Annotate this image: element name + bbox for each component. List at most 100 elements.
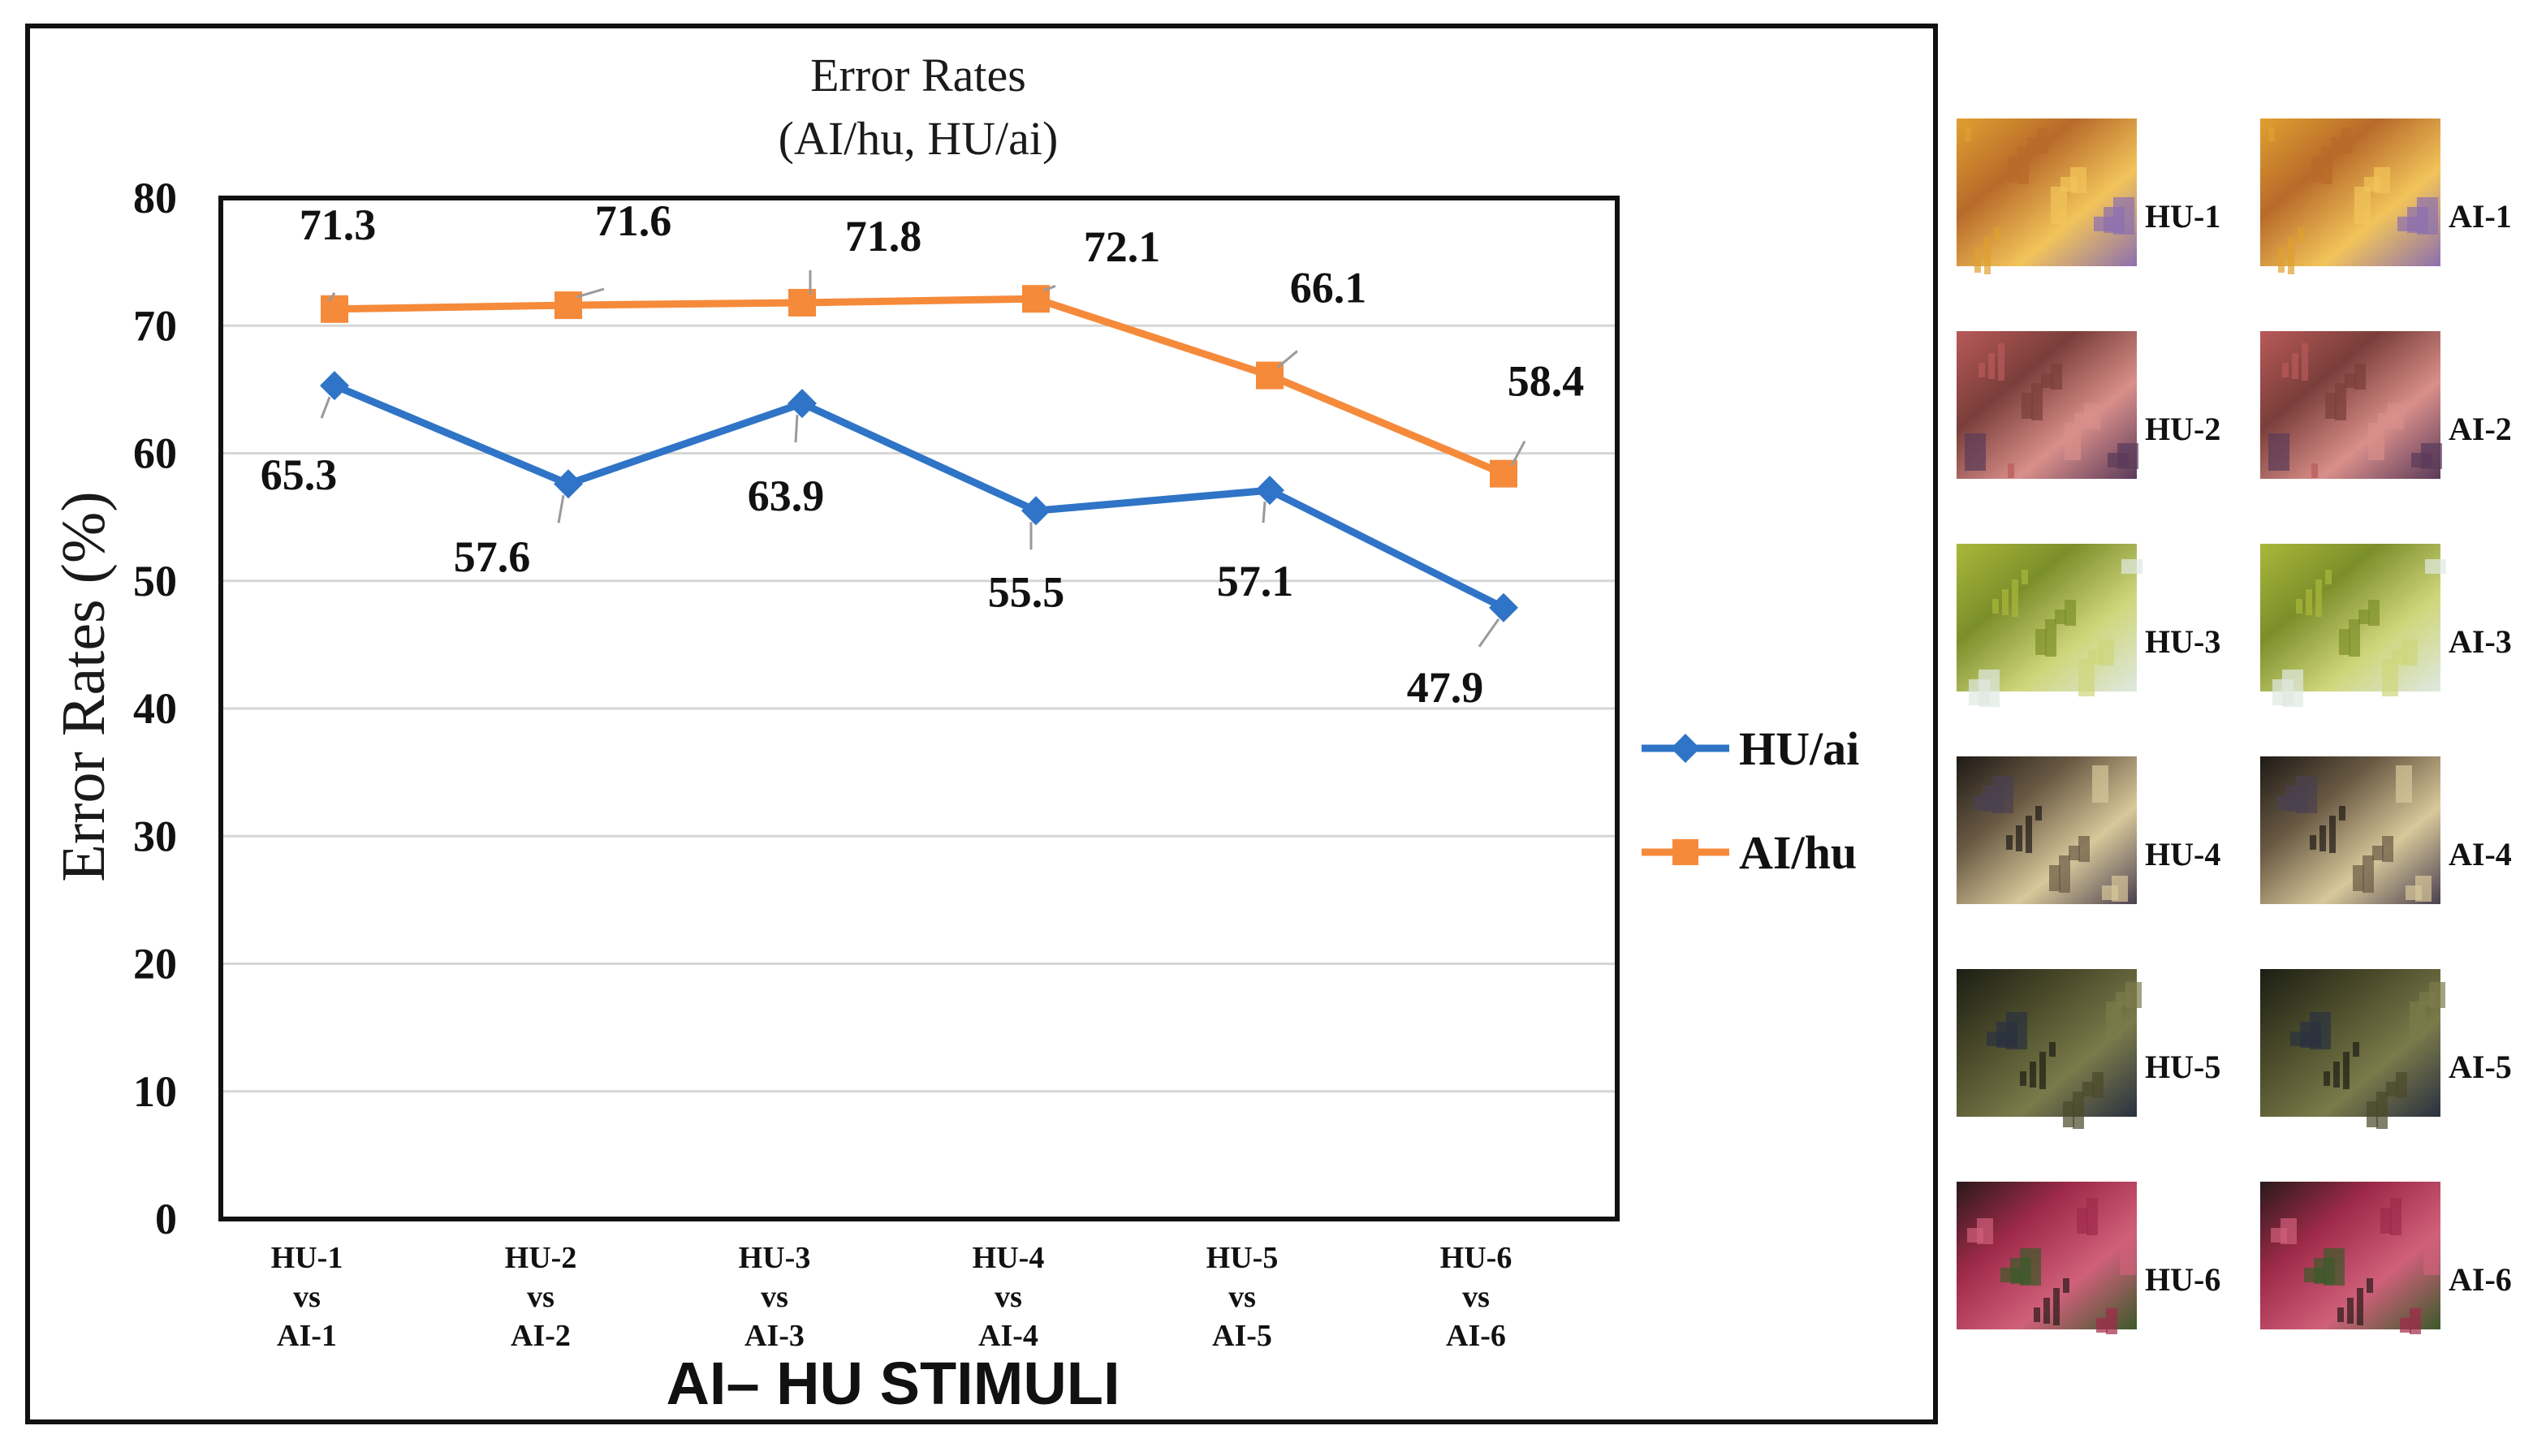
x-tick-line: vs [1228,1280,1256,1314]
brush-stroke [2417,197,2438,235]
legend-label-hu-ai: HU/ai [1739,722,1859,775]
leader-line [320,396,331,419]
brush-stroke [2382,836,2393,862]
brush-stroke [2374,167,2390,193]
y-tick-label: 10 [133,1067,177,1116]
x-tick-line: HU-1 [271,1241,343,1275]
brush-stroke [2357,1288,2363,1325]
thumbnail-ai-5: AI-5 [2260,969,2512,1129]
brush-stroke [2045,619,2056,657]
leader-line [1510,440,1526,467]
brush-stroke [2329,816,2336,853]
brush-stroke [2423,1238,2440,1275]
brush-stroke [2353,865,2364,891]
brush-stroke [1977,1218,1993,1244]
data-label: 57.6 [454,532,531,581]
brush-stroke [2345,373,2356,388]
brush-stroke [2059,855,2070,893]
legend-item-hu-ai: HU/ai [1642,722,1859,775]
plot-area [218,196,1620,1221]
thumbnail-label: HU-2 [2145,411,2220,447]
brush-stroke [2078,836,2090,862]
thumbnail-hu-4: HU-4 [1957,756,2220,904]
brush-stroke [2278,247,2285,273]
thumbnail-label: HU-3 [2145,623,2220,660]
brush-stroke [2321,147,2332,184]
x-tick-line: AI-2 [511,1319,571,1353]
brush-stroke [2020,1248,2041,1286]
series-layer [320,285,1518,622]
leader-line [1277,350,1298,368]
brush-stroke [2096,1318,2108,1333]
thumbnail-label: AI-5 [2449,1049,2512,1085]
x-tick-line: HU-6 [1440,1241,1512,1275]
legend: HU/ai AI/hu [1642,722,1859,879]
thumbnail-hu-3: HU-3 [1957,544,2220,707]
brush-stroke [2282,670,2303,707]
brush-stroke [2055,610,2066,624]
brush-stroke [2396,1072,2407,1098]
y-tick-label: 60 [133,429,177,478]
data-label: 71.3 [300,200,377,249]
leader-line [557,494,565,523]
brush-stroke [2363,855,2374,893]
x-tick-line: AI-4 [978,1319,1038,1353]
brush-stroke [1992,776,2013,813]
leader-line [1478,618,1500,648]
thumbnail-label: AI-3 [2449,623,2512,660]
brush-stroke [1998,343,2004,381]
x-tick-line: vs [293,1280,321,1314]
y-tick-label: 30 [133,812,177,860]
brush-stroke [2354,364,2366,390]
data-label: 71.6 [595,196,672,245]
thumbnail-hu-6: HU-6 [1957,1182,2220,1334]
data-point-hu-ai [1255,476,1284,506]
brush-stroke [2292,353,2298,379]
data-point-hu-ai [554,469,583,499]
x-tick-line: HU-2 [505,1241,577,1275]
painting-image [1957,969,2137,1117]
data-point-hu-ai [320,371,349,401]
brush-stroke [2311,463,2318,478]
brush-stroke [2368,423,2384,460]
brush-stroke [2006,1012,2027,1049]
x-tick-line: AI-3 [744,1319,805,1353]
brush-stroke [1979,670,2000,707]
thumbnail-ai-1: AI-1 [2260,118,2512,274]
y-tick-label: 50 [133,557,177,605]
brush-stroke [2092,1072,2104,1098]
y-tick-label: 70 [133,301,177,350]
brush-stroke [2410,1002,2426,1039]
brush-stroke [2084,403,2100,429]
leader-line [794,415,799,443]
brush-stroke [1992,599,1999,614]
data-point-ai-hu [788,288,816,317]
x-tick-label: HU-1 vs AI-1 [271,1241,343,1353]
data-labels: 65.3 57.6 63.9 55.5 57.1 47.9 71.3 71.6 71.8 72.1… [261,196,1585,712]
brush-stroke [2008,157,2019,183]
brush-stroke [2022,393,2033,419]
data-point-hu-ai [1021,496,1051,526]
data-label: 72.1 [1084,222,1161,271]
brush-stroke [2296,599,2302,614]
thumbnail-label: HU-6 [2145,1261,2220,1298]
brush-stroke [2030,1062,2036,1088]
brush-stroke [2034,1307,2040,1322]
data-label: 65.3 [261,450,338,499]
stimulus-thumbnails: HU-1 AI-1 HU-2 AI-2 HU-3 AI-3 HU-4 AI-4 HU-5 AI-5… [1957,118,2512,1334]
x-axis-label: AI– HU STIMULI [666,1350,1120,1417]
thumbnail-label: HU-4 [2145,836,2220,872]
data-label: 55.5 [988,567,1065,616]
legend-diamond-marker [1671,734,1700,763]
y-axis-label: Error Rates (%) [50,491,118,881]
brush-stroke [2306,589,2312,615]
thumbnail-ai-4: AI-4 [2260,756,2512,904]
brush-stroke [2016,825,2022,851]
thumbnail-label: HU-5 [2145,1049,2220,1085]
brush-stroke [2401,640,2418,666]
brush-stroke [2073,1092,2084,1129]
brush-stroke [2298,227,2304,242]
brush-stroke [2039,1052,2046,1089]
painting-image [2260,544,2440,691]
brush-stroke [2012,579,2018,617]
